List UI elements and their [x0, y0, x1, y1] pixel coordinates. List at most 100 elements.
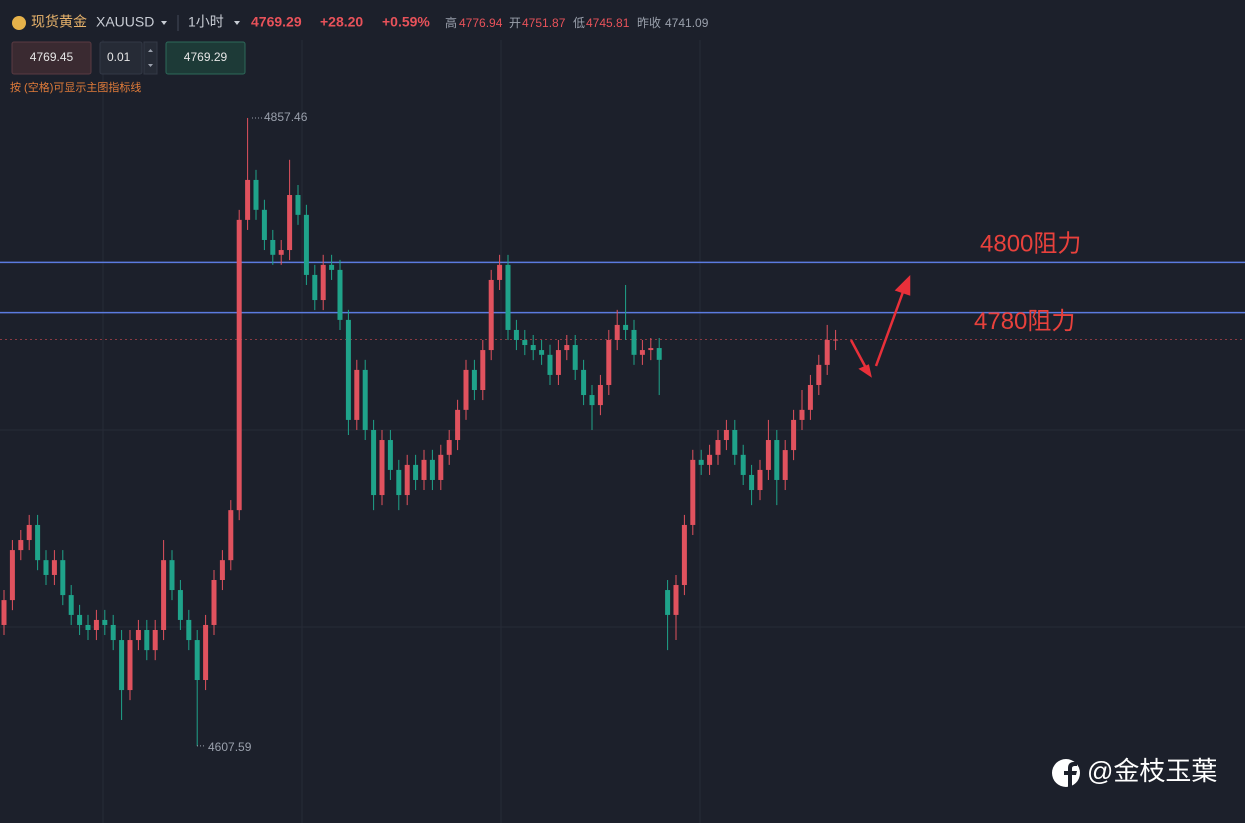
candle-body: [547, 354, 553, 375]
candle-body: [824, 340, 830, 365]
candle-body: [715, 440, 721, 455]
candle-body: [698, 459, 704, 465]
candle-body: [690, 459, 696, 525]
candle-body: [18, 540, 24, 551]
resistance-label: 4800阻力: [980, 231, 1081, 258]
candle-body: [354, 369, 360, 420]
candle-body: [455, 409, 461, 441]
candle-body: [371, 429, 377, 496]
candle-body: [656, 348, 662, 360]
candle-body: [9, 550, 15, 601]
candle-body: [471, 369, 477, 391]
stat-label: 开: [509, 16, 521, 30]
lot-input[interactable]: [99, 41, 143, 75]
candle-body: [522, 340, 528, 346]
stat-value: 4741.09: [665, 16, 709, 30]
candle-body: [194, 640, 200, 681]
stat-label: 低: [573, 16, 585, 30]
dropdown-icon[interactable]: [161, 21, 167, 25]
candle-body: [597, 384, 603, 406]
candle-body: [673, 585, 679, 615]
candle-body: [765, 440, 771, 470]
candle-body: [245, 179, 251, 220]
candle-body: [35, 524, 41, 561]
candle-body: [119, 640, 125, 691]
lot-spinner[interactable]: [143, 41, 158, 75]
candle-body: [127, 640, 133, 691]
candle-body: [228, 510, 234, 561]
candle-body: [77, 614, 83, 625]
candle-body: [278, 250, 284, 255]
candle-body: [295, 195, 301, 215]
stat-value: 4745.81: [586, 16, 630, 30]
candle-body: [648, 348, 654, 351]
candle-body: [379, 440, 385, 496]
candle-body: [110, 624, 116, 641]
candle-body: [60, 560, 66, 596]
candle-body: [253, 179, 259, 210]
candle-body: [287, 195, 293, 251]
candle-body: [345, 319, 351, 420]
candle-body: [396, 469, 402, 496]
candle-body: [732, 429, 738, 455]
candle-body: [303, 214, 309, 275]
candle-body: [68, 595, 74, 615]
candle-body: [270, 239, 276, 255]
lot-size[interactable]: 0.01: [107, 50, 131, 64]
stat-label: 昨收: [637, 16, 661, 30]
candle-body: [261, 209, 267, 240]
buy-button[interactable]: [165, 41, 246, 75]
candle-body: [161, 560, 167, 631]
candle-body: [438, 454, 444, 480]
candle-body: [337, 269, 343, 320]
candle-body: [833, 339, 839, 341]
candle-body: [564, 345, 570, 351]
timeframe[interactable]: 1小时: [188, 14, 224, 30]
symbol-name[interactable]: 现货黄金: [31, 14, 87, 30]
stat-value: 4776.94: [459, 16, 503, 30]
candle-body: [144, 630, 150, 651]
stat-label: 高: [445, 15, 457, 30]
sell-button[interactable]: [11, 41, 92, 75]
candle-body: [480, 350, 486, 391]
candle-body: [211, 579, 217, 625]
candle-body: [774, 440, 780, 480]
price-change-pct: +0.59%: [382, 14, 430, 30]
candle-body: [203, 624, 209, 681]
candle-body: [581, 369, 587, 396]
candle-body: [362, 369, 368, 430]
sell-price[interactable]: 4769.45: [30, 50, 74, 64]
candle-body: [513, 329, 519, 341]
last-price: 4769.29: [251, 14, 302, 30]
hint: 按 (空格)可显示主图指标线: [10, 80, 141, 94]
symbol-code[interactable]: XAUUSD: [96, 14, 154, 30]
candle-body: [152, 630, 158, 651]
candle-body: [639, 350, 645, 355]
candle-body: [387, 440, 393, 470]
watermark-icon-glyph: [1064, 762, 1077, 787]
candle-body: [1, 600, 7, 625]
candle-body: [681, 524, 687, 586]
candle-body: [312, 274, 318, 301]
dropdown-icon[interactable]: [234, 21, 240, 25]
candle-body: [236, 219, 242, 511]
candle-body: [555, 350, 561, 375]
candle-body: [219, 560, 225, 580]
candle-body: [707, 454, 713, 465]
buy-price[interactable]: 4769.29: [184, 50, 228, 64]
min-label: 4607.59: [208, 740, 252, 754]
candle-body: [404, 464, 410, 496]
candle-body: [463, 369, 469, 410]
symbol-icon: [12, 16, 26, 30]
candle-body: [791, 419, 797, 451]
candle-body: [135, 630, 141, 641]
candle-body: [807, 384, 813, 410]
candle-body: [186, 619, 192, 641]
candle-body: [816, 364, 822, 385]
resistance-label: 4780阻力: [974, 308, 1075, 335]
stat-value: 4751.87: [522, 16, 566, 30]
candle-body: [614, 324, 620, 341]
candle-body: [102, 619, 108, 625]
